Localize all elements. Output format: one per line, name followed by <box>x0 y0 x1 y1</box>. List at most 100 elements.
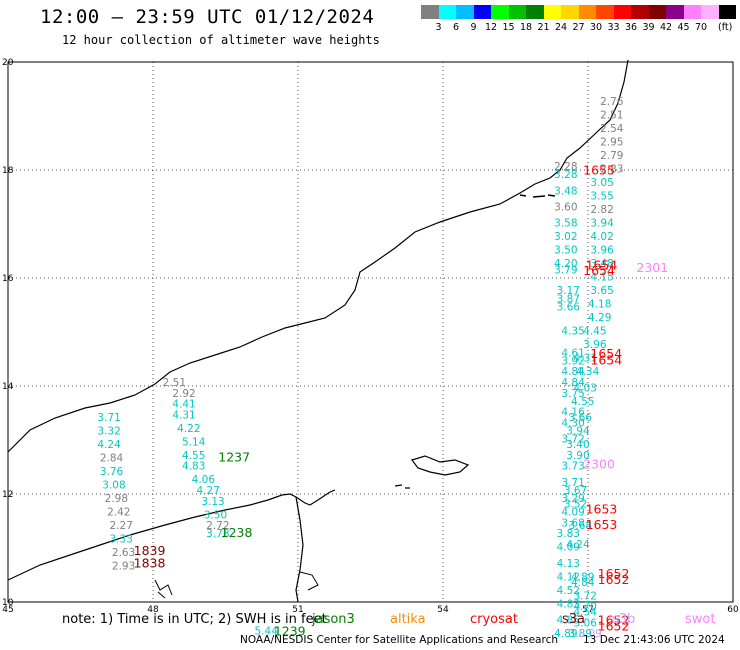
wave-height-label: 4.12 <box>557 571 580 583</box>
pass-time-label: 1652 <box>598 566 630 581</box>
wave-height-label: 4.89 <box>554 628 577 640</box>
x-tick-label: 48 <box>147 605 159 615</box>
colorbar-swatch <box>491 5 509 19</box>
wave-height-label: 3.65 <box>590 285 613 297</box>
wave-height-label: 2.93 <box>112 561 135 573</box>
wave-height-label: 3.71 <box>561 477 584 489</box>
wave-height-label: 3.87 <box>557 293 580 305</box>
wave-height-label: 4.52 <box>557 585 580 597</box>
wave-height-label: 4.61 <box>561 347 584 359</box>
wave-height-label: 3.75 <box>561 388 584 400</box>
wave-height-label: 4.29 <box>588 312 611 324</box>
wave-height-label: 4.84 <box>561 366 585 378</box>
wave-height-label: 4.84 <box>561 377 585 389</box>
wave-height-label: 2.42 <box>107 507 130 519</box>
coastal-islets <box>154 579 173 599</box>
pass-time-label: 1654 <box>590 346 622 361</box>
coastline-somalia <box>7 489 336 581</box>
pass-time-label: 1655 <box>583 162 615 177</box>
wave-height-label: 3.55 <box>590 191 613 203</box>
wave-height-label: 3.02 <box>554 231 577 243</box>
wave-height-label: 3.28 <box>554 169 577 181</box>
pass-time-label: 1653 <box>586 517 618 532</box>
wave-height-label: 4.85 <box>557 615 580 627</box>
wave-height-label: 2.63 <box>112 547 135 559</box>
wave-height-label: 3.78 <box>206 528 229 540</box>
wave-height-label: 4.02 <box>590 231 613 243</box>
colorbar-swatch <box>718 5 736 19</box>
x-tick-label: 54 <box>437 605 449 615</box>
x-tick-label: 51 <box>292 605 303 615</box>
colorbar-label: 21 <box>537 22 550 33</box>
wave-height-label: 4.09 <box>557 542 580 554</box>
wave-height-label: 4.24 <box>97 439 121 451</box>
colorbar-label: 33 <box>607 22 620 33</box>
wave-height-label: 4.35 <box>561 326 584 338</box>
wave-height-label: 3.13 <box>201 496 224 508</box>
legend-s3a: s3a <box>562 612 586 627</box>
wave-height-label: 4.20 <box>554 258 577 270</box>
wave-height-label: 3.50 <box>554 245 577 257</box>
wave-height-label: 2.84 <box>100 453 124 465</box>
legend-s3b: s3b <box>612 612 636 627</box>
wave-height-label: 2.54 <box>600 123 624 135</box>
wave-height-label: 4.13 <box>557 558 580 570</box>
wave-height-label: 2.72 <box>206 520 229 532</box>
wave-height-label: 4.41 <box>172 399 195 411</box>
pass-time-label: 1237 <box>218 450 250 465</box>
wave-height-label: 4.45 <box>583 326 606 338</box>
pass-time-label: 1652 <box>598 619 630 634</box>
colorbar-swatch <box>456 5 474 19</box>
pass-time-label: 1652 <box>598 613 630 628</box>
colorbar-label: 27 <box>572 22 585 33</box>
colorbar-swatch <box>596 5 614 19</box>
coastline-horn <box>295 496 304 603</box>
colorbar-swatch <box>666 5 684 19</box>
wave-height-label: 4.24 <box>566 539 590 551</box>
wave-height-label: 2.95 <box>600 137 623 149</box>
wave-height-label: 3.83 <box>557 528 580 540</box>
colorbar-label: 12 <box>485 22 498 33</box>
pass-time-label: 1654 <box>586 257 618 272</box>
wave-height-label: 3.68 <box>561 517 584 529</box>
pass-time-label: 2300 <box>583 457 615 472</box>
wave-height-label: 2.76 <box>600 96 624 108</box>
wave-height-label: 3.89 <box>569 628 592 640</box>
note-text: note: 1) Time is in UTC; 2) SWH is in fe… <box>62 612 327 627</box>
colorbar-swatch <box>613 5 631 19</box>
colorbar-swatch <box>508 5 526 19</box>
colorbar-label: 30 <box>590 22 603 33</box>
wave-height-label: 4.30 <box>561 418 584 430</box>
wave-height-label: 3.50 <box>204 509 227 521</box>
footer-timestamp: 13 Dec 21:43:06 UTC 2024 <box>583 634 725 646</box>
map-subtitle: 12 hour collection of altimeter wave hei… <box>62 33 380 47</box>
legend-swot: swot <box>685 612 716 627</box>
wave-height-label: 4.16 <box>561 407 585 419</box>
wave-height-label: 2.51 <box>600 110 623 122</box>
colorbar-swatch <box>631 5 649 19</box>
wave-height-label: 3.52 <box>564 499 587 511</box>
colorbar-label: 70 <box>695 22 708 33</box>
legend-altika: altika <box>390 612 426 627</box>
colorbar-label: 24 <box>555 22 568 33</box>
wave-height-label: 4.83 <box>557 598 580 610</box>
pass-time-label: 1654 <box>583 263 615 278</box>
colorbar-label: 42 <box>660 22 673 33</box>
wave-height-label: 4.83 <box>182 461 205 473</box>
wave-height-label: 2.27 <box>110 520 133 532</box>
wave-height-label: 4.27 <box>197 485 220 497</box>
colorbar-swatch <box>578 5 596 19</box>
wave-height-label: 5.14 <box>182 436 206 448</box>
colorbar-swatch <box>438 5 456 19</box>
colorbar <box>421 5 736 19</box>
wave-height-label: 4.22 <box>177 423 200 435</box>
colorbar-label: 9 <box>470 22 477 33</box>
wave-height-label: 2.79 <box>600 150 623 162</box>
pass-time-label: 1239 <box>274 623 306 638</box>
wave-height-label: 3.05 <box>590 177 613 189</box>
wave-height-label: 2.98 <box>105 493 128 505</box>
map-title: 12:00 – 23:59 UTC 01/12/2024 <box>40 6 375 28</box>
wave-height-label: 4.06 <box>192 474 216 486</box>
colorbar-label: 15 <box>502 22 515 33</box>
